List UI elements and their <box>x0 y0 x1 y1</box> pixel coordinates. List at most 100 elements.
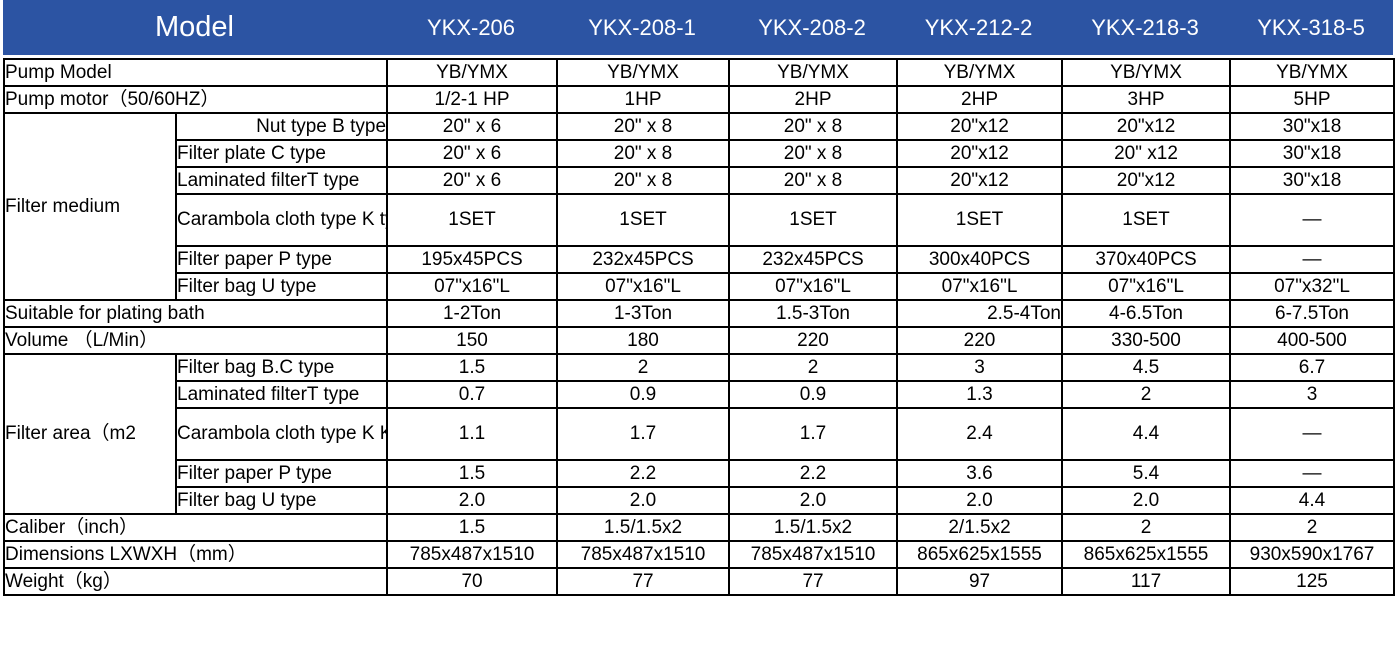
cell-value: YB/YMX <box>896 58 1064 87</box>
sub-label: Nut type B type <box>174 112 389 141</box>
row-filter-medium-carambola: Carambola cloth type K type 1SET 1SET 1S… <box>4 193 1396 247</box>
row-caliber: Caliber（inch） 1.5 1.5/1.5x2 1.5/1.5x2 2/… <box>2 513 1396 542</box>
model-ykx-208-2: YKX-208-2 <box>758 15 866 40</box>
model-ykx-208-1: YKX-208-1 <box>588 15 696 40</box>
cell-value: 2.0 <box>896 486 1064 515</box>
sub-label: Filter paper P type <box>174 459 389 488</box>
sub-label: Laminated filterT type <box>174 166 389 195</box>
cell-value: 2HP <box>728 85 899 114</box>
cell-value: 07"x16"L <box>386 272 559 301</box>
row-filter-area-bag-u: Filter bag U type 2.0 2.0 2.0 2.0 2.0 4.… <box>4 486 1396 515</box>
cell-value: 1-2Ton <box>386 299 559 328</box>
cell-value: 330-500 <box>1061 326 1232 355</box>
cell-value: 1SET <box>896 193 1064 247</box>
cell-value: 2 <box>728 353 899 382</box>
cell-value: 2 <box>1229 513 1396 542</box>
row-pump-model: Pump Model YB/YMX YB/YMX YB/YMX YB/YMX Y… <box>2 58 1396 87</box>
row-filter-medium-paper: Filter paper P type 195x45PCS 232x45PCS … <box>4 245 1396 274</box>
cell-value: 4.4 <box>1229 486 1396 515</box>
row-filter-area-carambola: Carambola cloth type K K type 1.1 1.7 1.… <box>4 407 1396 461</box>
cell-value: 70 <box>386 567 559 596</box>
cell-value: 1.3 <box>896 380 1064 409</box>
model-heading: Model <box>155 11 234 43</box>
cell-value: 6.7 <box>1229 353 1396 382</box>
row-volume: Volume （L/Min） 150 180 220 220 330-500 4… <box>2 326 1396 355</box>
cell-value: 220 <box>728 326 899 355</box>
cell-value: 930x590x1767 <box>1229 540 1396 569</box>
row-plating-bath: Suitable for plating bath 1-2Ton 1-3Ton … <box>2 299 1396 328</box>
cell-value: 2 <box>556 353 731 382</box>
cell-value: 1.5 <box>386 513 559 542</box>
cell-value: 1.5/1.5x2 <box>728 513 899 542</box>
cell-value: 97 <box>896 567 1064 596</box>
row-filter-medium-bag: Filter bag U type 07"x16"L 07"x16"L 07"x… <box>4 272 1396 301</box>
cell-value: 865x625x1555 <box>896 540 1064 569</box>
cell-value: 20"x12 <box>896 112 1064 141</box>
cell-value: 20" x 8 <box>728 112 899 141</box>
cell-value: 232x45PCS <box>728 245 899 274</box>
cell-value: 07"x16"L <box>728 272 899 301</box>
cell-value: 2.2 <box>556 459 731 488</box>
cell-value: 30"x18 <box>1229 139 1396 168</box>
cell-value: 150 <box>386 326 559 355</box>
cell-value: 0.9 <box>556 380 731 409</box>
sub-label: Filter bag B.C type <box>174 353 389 382</box>
row-label: Caliber（inch） <box>2 513 389 542</box>
cell-value: 77 <box>556 567 731 596</box>
row-filter-area-laminated: Laminated filterT type 0.7 0.9 0.9 1.3 2… <box>4 380 1396 409</box>
cell-value: 1.5-3Ton <box>728 299 899 328</box>
cell-value: 07"x16"L <box>1061 272 1232 301</box>
cell-value: 4-6.5Ton <box>1061 299 1232 328</box>
row-label: Pump motor（50/60HZ） <box>2 85 389 114</box>
spec-table: Pump Model YB/YMX YB/YMX YB/YMX YB/YMX Y… <box>2 58 1396 596</box>
cell-value: 865x625x1555 <box>1061 540 1232 569</box>
row-label: Weight（kg） <box>2 567 389 596</box>
cell-value: 2 <box>1061 380 1232 409</box>
cell-value: 785x487x1510 <box>728 540 899 569</box>
row-filter-medium-laminated: Laminated filterT type 20" x 6 20" x 8 2… <box>4 166 1396 195</box>
cell-value: 300x40PCS <box>896 245 1064 274</box>
cell-value: YB/YMX <box>1229 58 1396 87</box>
model-ykx-318-5: YKX-318-5 <box>1257 15 1365 40</box>
cell-value: 6-7.5Ton <box>1229 299 1396 328</box>
cell-value: 1SET <box>556 193 731 247</box>
table-header: Model YKX-206 YKX-208-1 YKX-208-2 YKX-21… <box>3 0 1393 55</box>
cell-value: — <box>1229 459 1396 488</box>
cell-value: 400-500 <box>1229 326 1396 355</box>
sub-label: Filter bag U type <box>174 272 389 301</box>
cell-value: 1SET <box>386 193 559 247</box>
cell-value: 180 <box>556 326 731 355</box>
cell-value: 125 <box>1229 567 1396 596</box>
cell-value: YB/YMX <box>1061 58 1232 87</box>
cell-value: 3HP <box>1061 85 1232 114</box>
sub-label: Carambola cloth type K K type <box>174 407 389 461</box>
cell-value: 20"x12 <box>1061 166 1232 195</box>
sub-label: Laminated filterT type <box>174 380 389 409</box>
cell-value: — <box>1229 407 1396 461</box>
cell-value: 2.0 <box>556 486 731 515</box>
cell-value: 232x45PCS <box>556 245 731 274</box>
cell-value: 2HP <box>896 85 1064 114</box>
cell-value: 2/1.5x2 <box>896 513 1064 542</box>
cell-value: YB/YMX <box>386 58 559 87</box>
cell-value: 20" x 8 <box>728 139 899 168</box>
cell-value: — <box>1229 245 1396 274</box>
cell-value: 3 <box>1229 380 1396 409</box>
cell-value: YB/YMX <box>556 58 731 87</box>
cell-value: 1.7 <box>556 407 731 461</box>
cell-value: 20" x 8 <box>556 139 731 168</box>
model-ykx-218-3: YKX-218-3 <box>1091 15 1199 40</box>
sub-label: Filter plate C type <box>174 139 389 168</box>
row-label: Suitable for plating bath <box>2 299 389 328</box>
row-filter-area-bag-bc: Filter area（m2 Filter bag B.C type 1.5 2… <box>3 353 1396 515</box>
cell-value: 20" x 6 <box>386 112 559 141</box>
cell-value: 1.1 <box>386 407 559 461</box>
cell-value: 370x40PCS <box>1061 245 1232 274</box>
group-label-filter-medium: Filter medium <box>3 112 177 301</box>
cell-value: 785x487x1510 <box>556 540 731 569</box>
cell-value: 2.0 <box>728 486 899 515</box>
cell-value: 5.4 <box>1061 459 1232 488</box>
cell-value: 2.2 <box>728 459 899 488</box>
row-filter-area-paper: Filter paper P type 1.5 2.2 2.2 3.6 5.4 … <box>4 459 1396 488</box>
cell-value: 4.4 <box>1061 407 1232 461</box>
